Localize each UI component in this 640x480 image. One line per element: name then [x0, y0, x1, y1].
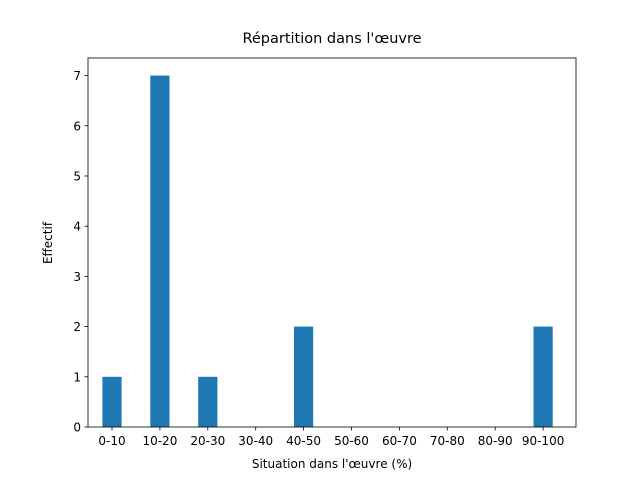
bar: [198, 376, 218, 427]
y-tick-label: 7: [73, 69, 81, 83]
x-tick-label: 10-20: [142, 434, 177, 448]
y-tick-label: 6: [73, 119, 81, 133]
x-axis-label: Situation dans l'œuvre (%): [252, 457, 412, 471]
y-tick-label: 5: [73, 169, 81, 183]
bar: [102, 376, 122, 427]
x-tick-label: 90-100: [522, 434, 565, 448]
y-tick-label: 4: [73, 220, 81, 234]
chart-title: Répartition dans l'œuvre: [242, 31, 421, 47]
y-tick-label: 2: [73, 320, 81, 334]
bar: [294, 326, 314, 427]
x-tick-label: 30-40: [238, 434, 273, 448]
x-tick-label: 60-70: [382, 434, 417, 448]
bar: [533, 326, 553, 427]
plot-frame: [87, 57, 577, 428]
x-tick-label: 50-60: [334, 434, 369, 448]
y-tick-label: 3: [73, 270, 81, 284]
x-tick-label: 80-90: [478, 434, 513, 448]
y-tick-label: 1: [73, 370, 81, 384]
y-tick-label: 0: [73, 421, 81, 435]
x-tick-label: 40-50: [286, 434, 321, 448]
y-axis-label: Effectif: [41, 221, 55, 264]
x-tick-label: 0-10: [98, 434, 125, 448]
x-tick-label: 20-30: [190, 434, 225, 448]
x-tick-label: 70-80: [430, 434, 465, 448]
bar: [150, 75, 170, 428]
